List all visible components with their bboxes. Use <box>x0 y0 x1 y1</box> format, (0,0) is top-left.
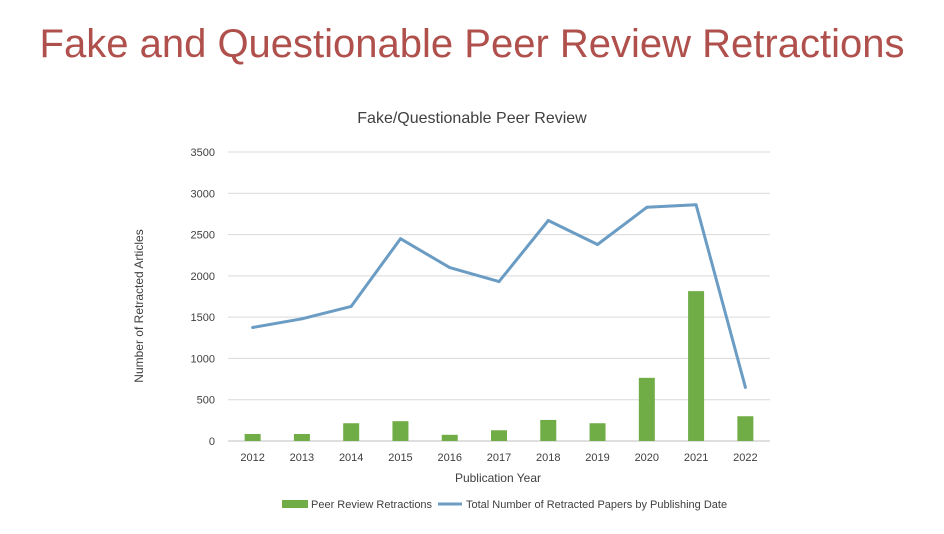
bar <box>491 430 507 441</box>
gridlines <box>228 151 770 442</box>
x-tick-labels: 2012 2013 2014 2015 2016 2017 2018 2019 2020 2021… <box>240 452 757 464</box>
bar-series <box>244 291 754 441</box>
y-tick-label: 1000 <box>191 353 215 365</box>
y-tick-labels: 0 500 1000 1500 2000 2500 3000 3500 <box>191 147 215 448</box>
legend-bar-label: Peer Review Retractions <box>311 499 433 511</box>
line-point <box>694 203 698 207</box>
line-point <box>349 304 353 308</box>
line-point <box>596 242 600 246</box>
bar <box>688 291 705 441</box>
line-point <box>497 280 501 284</box>
chart-title: Fake/Questionable Peer Review <box>357 110 587 127</box>
bar <box>293 433 310 441</box>
x-tick-label: 2013 <box>290 452 314 464</box>
bar <box>589 423 606 441</box>
slide-title: Fake and Questionable Peer Review Retrac… <box>39 22 905 66</box>
y-tick-label: 1500 <box>191 312 215 324</box>
legend: Peer Review Retractions Total Number of … <box>282 499 727 511</box>
x-tick-label: 2015 <box>388 452 412 464</box>
x-tick-label: 2014 <box>339 452 363 464</box>
y-axis-label: Number of Retracted Articles <box>132 229 146 382</box>
legend-bar-swatch <box>282 500 308 508</box>
bar <box>244 433 261 441</box>
line-point <box>546 219 550 223</box>
series-line <box>252 203 747 388</box>
x-tick-label: 2022 <box>733 452 757 464</box>
y-tick-label: 2500 <box>191 230 215 242</box>
line-point <box>448 266 452 270</box>
x-tick-label: 2012 <box>240 452 264 464</box>
bar <box>441 434 458 441</box>
x-axis-label: Publication Year <box>455 471 541 485</box>
legend-line-label: Total Number of Retracted Papers by Publ… <box>466 499 727 511</box>
x-tick-label: 2020 <box>635 452 659 464</box>
bar <box>540 419 557 441</box>
bar <box>737 416 754 441</box>
x-tick-label: 2021 <box>684 452 708 464</box>
bar <box>343 423 360 441</box>
y-tick-label: 500 <box>197 395 215 407</box>
x-tick-label: 2018 <box>536 452 560 464</box>
line-point <box>251 325 255 329</box>
line-point <box>300 317 304 321</box>
y-tick-label: 0 <box>209 436 215 448</box>
x-tick-label: 2019 <box>585 452 609 464</box>
y-tick-label: 3500 <box>191 147 215 159</box>
x-tick-label: 2016 <box>437 452 461 464</box>
line-point <box>743 385 747 389</box>
bar <box>392 421 409 441</box>
line-point <box>645 205 649 209</box>
y-tick-label: 2000 <box>191 271 215 283</box>
bar <box>638 377 655 441</box>
line-series <box>251 203 747 389</box>
x-tick-label: 2017 <box>487 452 511 464</box>
y-tick-label: 3000 <box>191 188 215 200</box>
line-point <box>398 237 402 241</box>
